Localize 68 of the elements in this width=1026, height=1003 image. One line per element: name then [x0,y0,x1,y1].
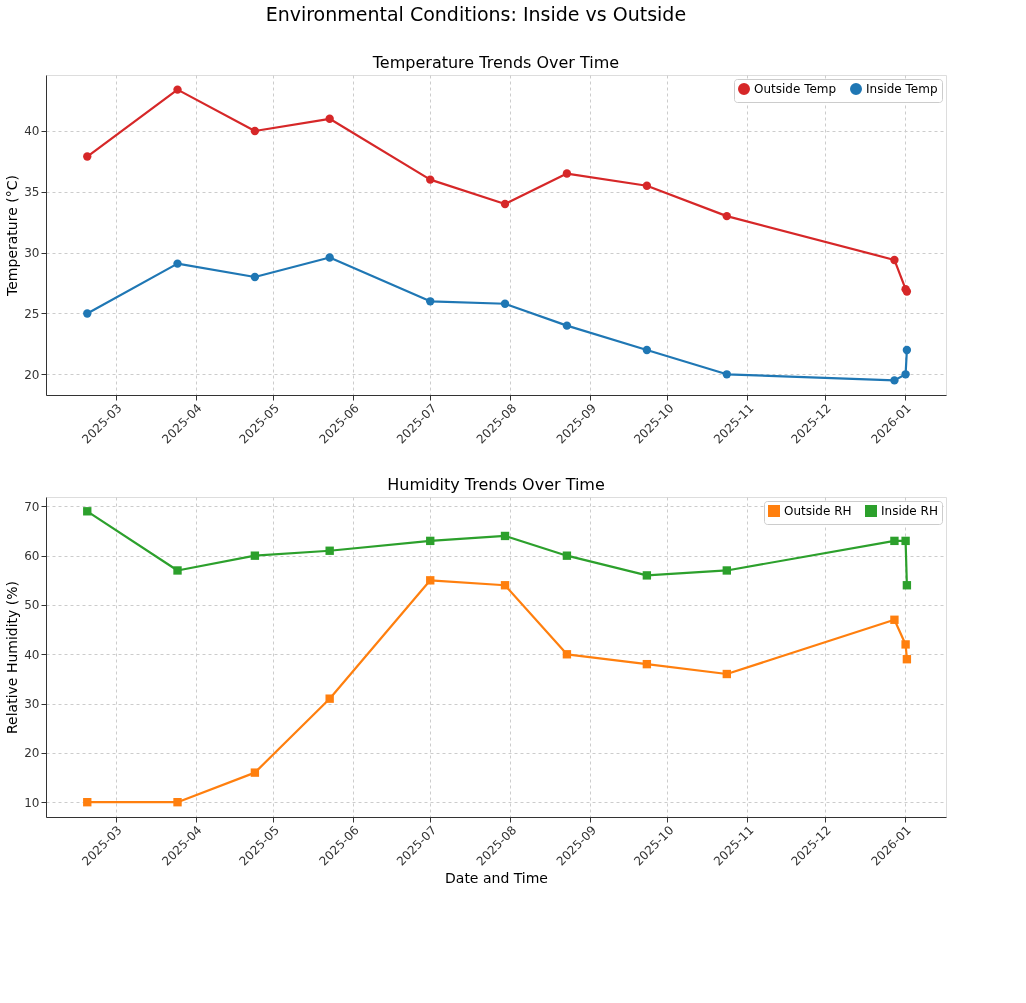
point [642,659,652,669]
point [250,272,260,282]
point [890,255,899,265]
point [722,566,731,575]
legend-label: Inside RH [881,504,938,518]
point [722,211,731,221]
point [562,321,572,330]
point [890,536,899,546]
point [250,126,260,136]
point [83,309,92,318]
point [901,370,910,379]
point [83,152,92,161]
y-tick-label: 20 [24,367,40,382]
point [426,536,435,546]
point [722,370,731,379]
y-tick-label: 20 [24,746,40,761]
legend-label: Outside Temp [754,82,837,96]
point [562,551,572,560]
point [83,507,92,516]
y-tick-label: 30 [24,246,40,261]
point [500,199,510,209]
point [250,551,260,560]
point [325,694,334,703]
y-tick-label: 40 [24,124,40,139]
y-tick-label: 25 [24,306,40,321]
point [173,259,182,268]
point [642,345,652,355]
point [722,669,731,679]
y-tick-label: 10 [24,795,40,810]
point [325,253,334,262]
point [901,640,910,649]
point [562,169,572,178]
chart-subtitle: Temperature Trends Over Time [371,53,620,72]
point [902,581,912,590]
point [250,768,260,777]
legend-label: Outside RH [784,504,852,518]
chart-title: Environmental Conditions: Inside vs Outside [265,2,687,25]
point [642,181,652,190]
point [500,299,510,308]
point [890,376,899,385]
y-tick-label: 30 [24,697,40,712]
point [83,798,92,807]
point [173,566,182,575]
point [500,581,510,590]
y-axis-title: Temperature (°C) [4,175,21,297]
point [426,175,435,184]
chart-title: Humidity Trends Over Time [387,475,605,494]
point [901,536,910,546]
point [902,345,912,355]
point [902,655,912,664]
y-tick-label: 70 [24,499,40,514]
point [562,650,572,659]
x-axis-title: Date and Time [445,869,548,886]
y-tick-label: 60 [24,549,40,564]
point [426,576,435,585]
point [325,114,334,123]
point [173,85,182,94]
point [426,297,435,306]
point [642,571,652,580]
point [500,531,510,541]
point [890,615,899,624]
y-axis-title: Relative Humidity (%) [4,580,21,735]
y-tick-label: 35 [24,185,40,200]
y-tick-label: 50 [24,598,40,613]
y-tick-label: 40 [24,647,40,662]
point [325,546,334,555]
point [173,798,182,807]
legend-label: Inside Temp [866,82,938,96]
